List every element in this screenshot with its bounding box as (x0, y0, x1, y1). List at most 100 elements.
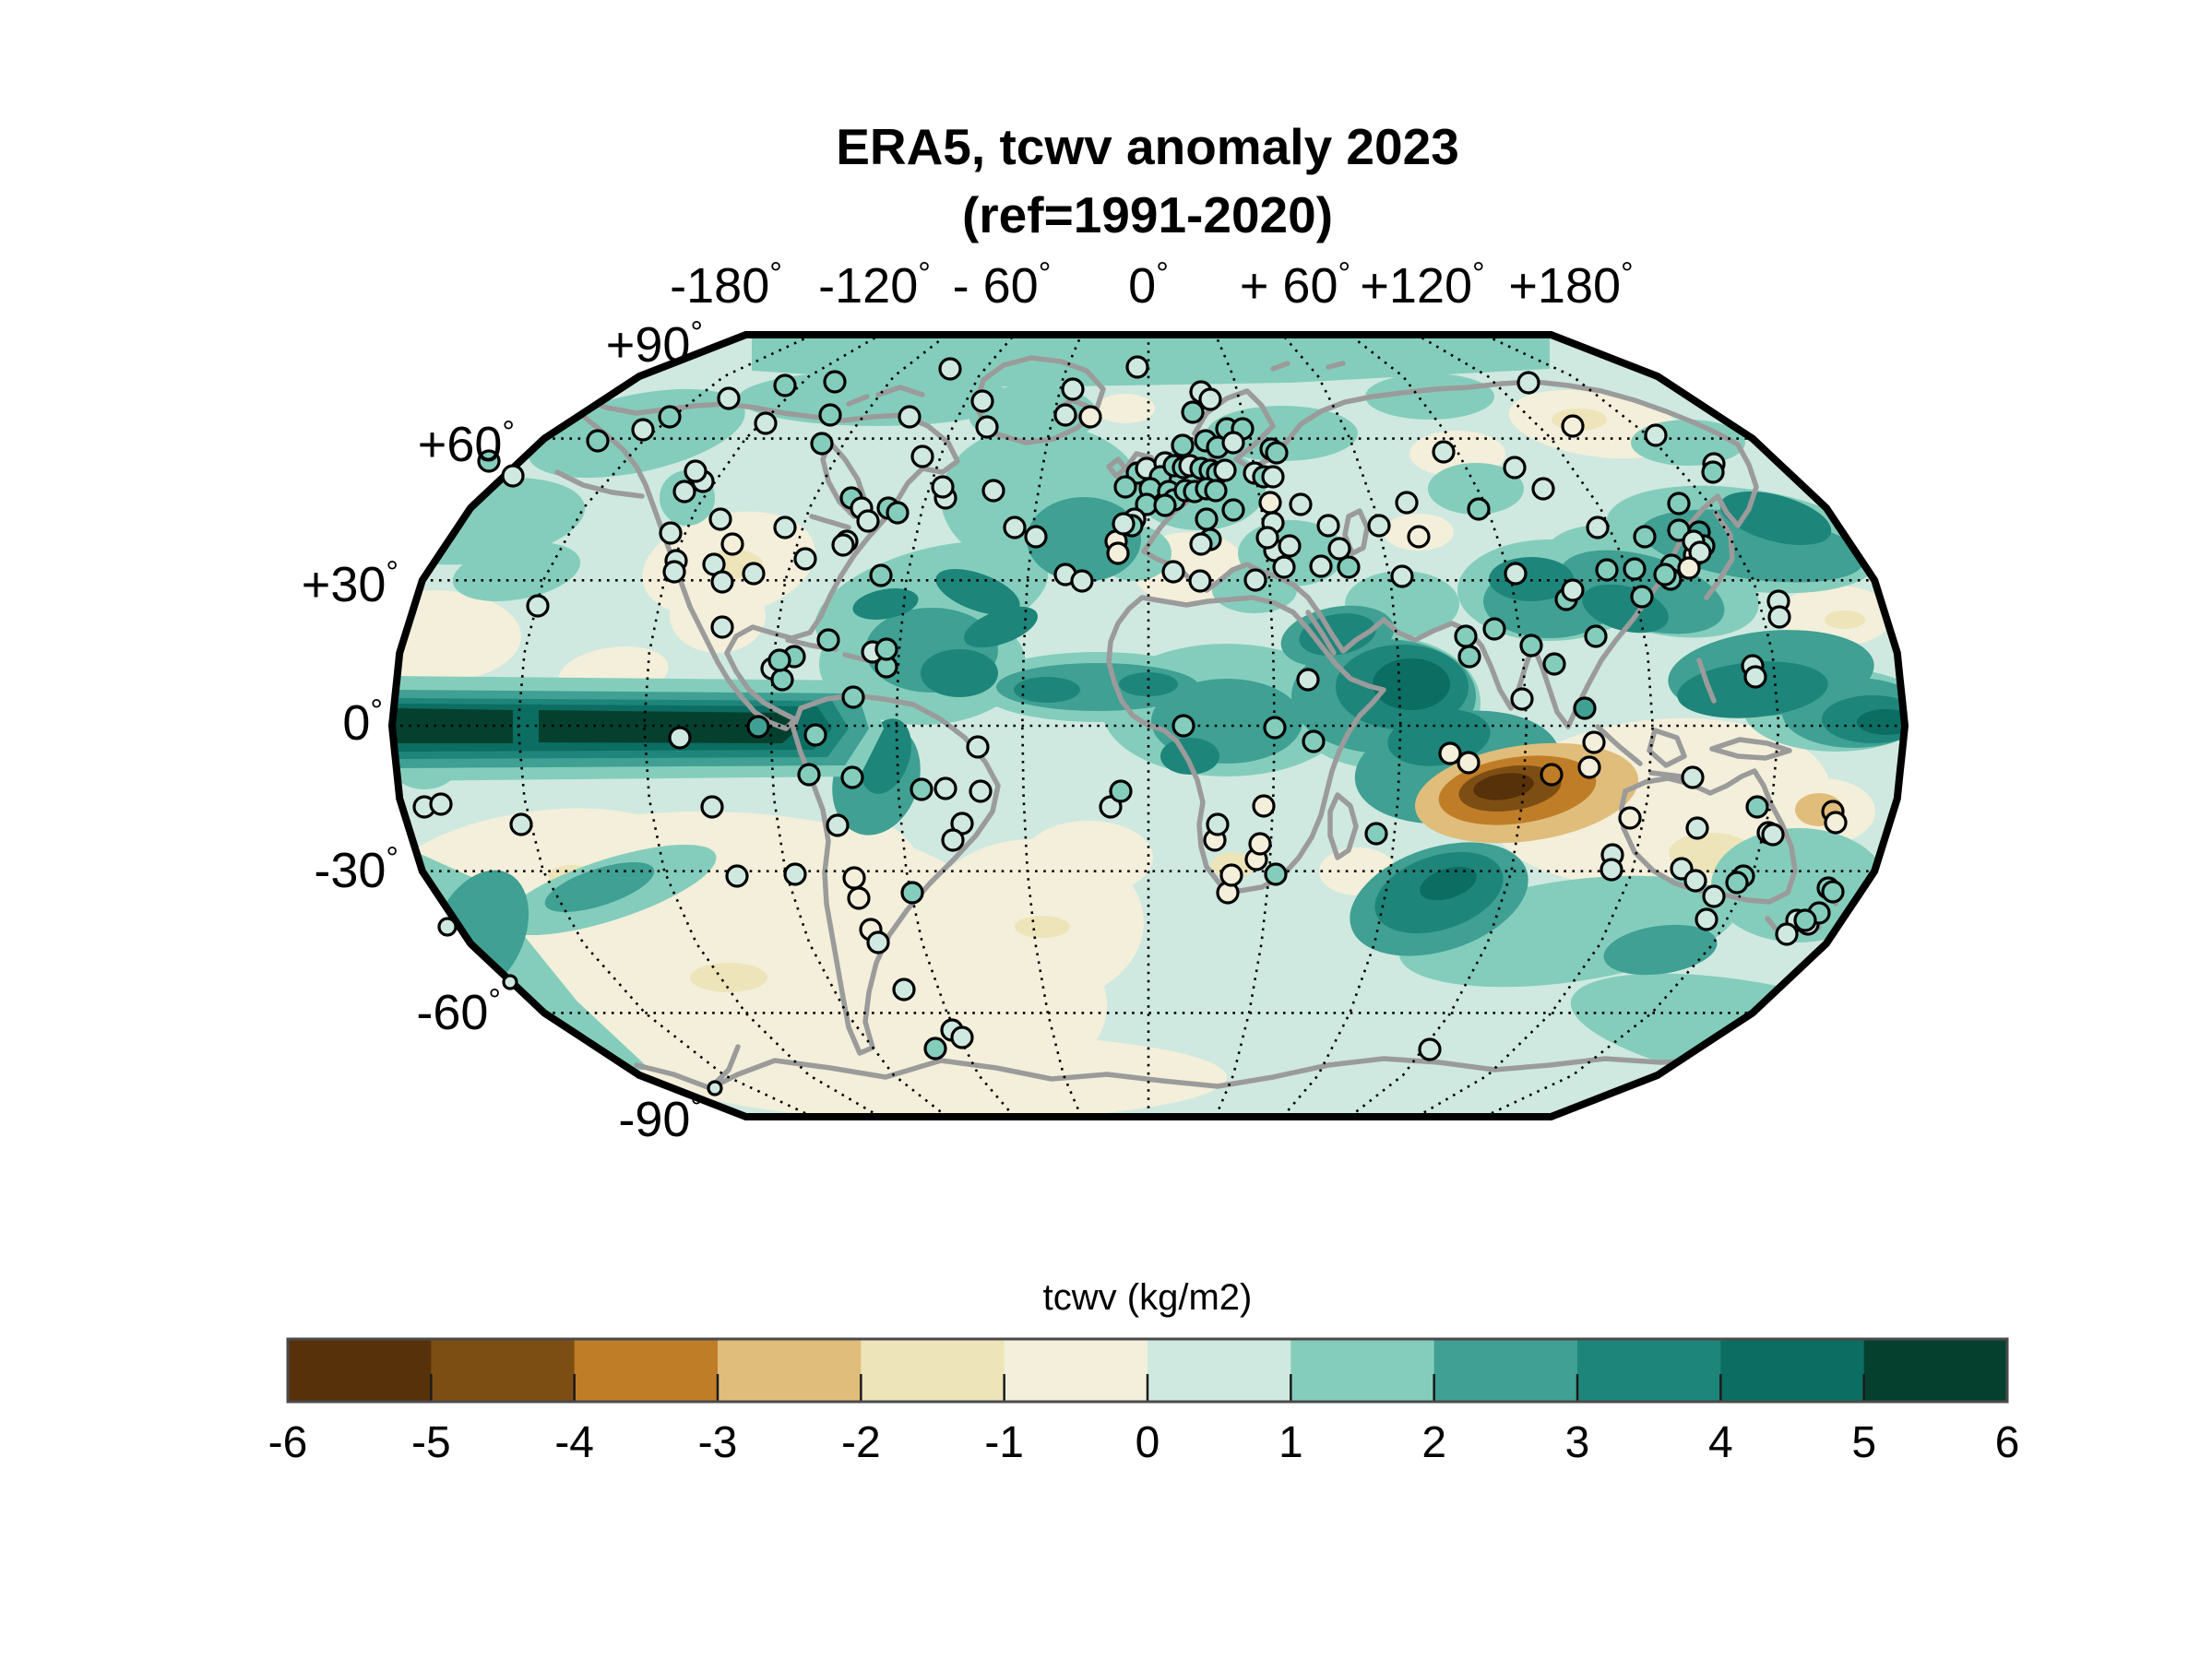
station-marker (1078, 405, 1102, 429)
station-marker (823, 370, 847, 394)
station-marker (1824, 811, 1848, 835)
station-marker (502, 974, 518, 990)
degree-symbol: ° (1472, 256, 1485, 291)
station-marker (1702, 884, 1726, 908)
anomaly-patch (1373, 658, 1450, 710)
station-marker (1482, 617, 1506, 641)
station-marker (892, 978, 916, 1001)
station-marker (1504, 562, 1528, 586)
colorbar-segment (1004, 1339, 1148, 1402)
colorbar: -6 -5 -4 -3 -2 -1 0 1 2 3 4 5 6 (268, 1337, 2020, 1467)
station-marker (831, 533, 855, 557)
colorbar-tick-label: 6 (1995, 1418, 2020, 1467)
coastline (1106, 595, 1386, 894)
station-marker (509, 812, 533, 836)
lon-tick-label: - 60° (953, 256, 1052, 314)
station-marker (1213, 458, 1237, 482)
station-marker (1685, 816, 1709, 840)
lat-tick-label: +30° (302, 555, 398, 612)
colorbar-segment (431, 1339, 576, 1402)
station-marker (1516, 371, 1540, 395)
station-marker (1793, 908, 1817, 932)
station-marker (631, 418, 655, 442)
station-marker (797, 763, 821, 787)
station-marker (668, 726, 692, 750)
station-marker (1171, 714, 1195, 738)
degree-symbol: ° (370, 693, 383, 729)
lat-tick-label: +60° (418, 415, 515, 472)
coastline (1326, 361, 1346, 370)
station-marker (725, 864, 749, 888)
station-marker (1219, 863, 1243, 887)
station-marker (1261, 465, 1285, 489)
colorbar-title: tcwv (kg/m2) (1043, 1277, 1253, 1318)
degree-symbol: ° (690, 1090, 703, 1125)
station-marker (700, 795, 724, 819)
station-marker (931, 475, 955, 499)
anomaly-patch (395, 708, 513, 743)
station-marker (1113, 475, 1137, 499)
graticule-meridian (768, 335, 948, 1117)
anomaly-patch (1420, 866, 1477, 901)
anomaly-patch (1096, 394, 1155, 423)
station-marker (1248, 832, 1272, 856)
lon-tick-label: +120° (1360, 256, 1484, 314)
station-marker (1745, 795, 1769, 819)
station-marker (1181, 400, 1205, 424)
station-marker (1264, 862, 1288, 886)
coastline (1595, 724, 1643, 766)
anomaly-patch (1119, 672, 1178, 696)
station-marker (981, 479, 1005, 503)
station-marker (970, 389, 994, 413)
colorbar-segment (288, 1339, 432, 1402)
station-marker (969, 779, 993, 803)
station-marker (1278, 534, 1302, 558)
station-marker (1510, 687, 1534, 711)
station-marker (707, 1080, 723, 1096)
station-marker (1316, 514, 1340, 538)
station-marker (1125, 355, 1149, 379)
station-marker (1263, 716, 1287, 740)
coastline (1619, 768, 1798, 905)
figure-title-line1: ERA5, tcwv anomaly 2023 (836, 118, 1459, 175)
lon-tick-label: + 60° (1240, 256, 1350, 314)
coastline (554, 469, 645, 499)
anomaly-patch (1677, 661, 1828, 718)
colorbar-tick-label: -5 (411, 1418, 451, 1467)
anomaly-patch (452, 542, 581, 601)
station-marker (866, 930, 890, 954)
lat-tick-label: 0° (342, 693, 383, 751)
station-marker (1743, 665, 1767, 689)
colorbar-segment (1290, 1339, 1435, 1402)
colorbar-segment (1720, 1339, 1865, 1402)
coastline (1704, 510, 1735, 600)
map-canvas (387, 331, 1909, 1120)
anomaly-patch (849, 365, 996, 409)
station-marker (950, 1025, 974, 1049)
station-marker (501, 464, 525, 488)
colorbar-tick-label: 2 (1421, 1418, 1446, 1467)
longitude-tick-labels: -180° -120° - 60° 0° + 60° +120° +180° (670, 256, 1633, 314)
colorbar-segment (1148, 1339, 1291, 1402)
coastline (1305, 610, 1337, 656)
anomaly-patch (1603, 924, 1718, 976)
lon-tick-label: -180° (670, 256, 782, 314)
lon-tick-label: +180° (1508, 256, 1633, 314)
colorbar-tick-label: -1 (984, 1418, 1024, 1467)
map-frame (387, 331, 1909, 1120)
coastline (791, 693, 1001, 1056)
colorbar-segment (861, 1339, 1005, 1402)
station-marker (1695, 907, 1718, 931)
colorbar-segment (1577, 1339, 1721, 1402)
station-marker (1618, 806, 1642, 830)
lat-tick-label: -30° (314, 841, 398, 898)
station-marker (1198, 387, 1222, 411)
station-marker (662, 560, 686, 584)
station-marker (910, 777, 934, 801)
coastline (1342, 508, 1370, 556)
anomaly-patch (1825, 610, 1865, 629)
station-marker (886, 501, 910, 525)
station-marker (1457, 645, 1481, 669)
station-marker (1561, 414, 1585, 438)
anomaly-patch (392, 590, 521, 682)
